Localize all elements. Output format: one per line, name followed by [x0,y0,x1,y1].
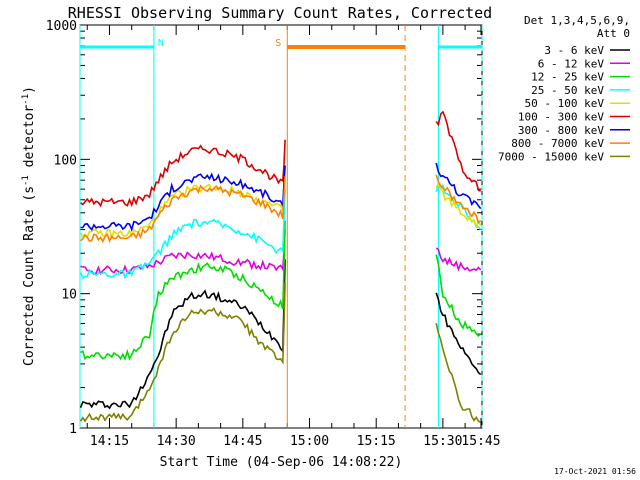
series-line-7 [80,176,286,244]
series-line-8 [79,282,286,423]
x-tick-label: 15:45 [461,434,500,449]
y-axis-ticks: 1 10 100 1000 [46,19,482,437]
legend-label: 25 - 50 keV [531,84,604,97]
flag-label: N [158,38,164,49]
legend-header-line-2: Att 0 [597,27,630,40]
series-line-1 [80,229,286,276]
x-tick-label: 14:30 [157,434,196,449]
x-tick-label: 15:30 [423,434,462,449]
y-tick-label: 1000 [46,19,77,34]
y-axis-label-sup-1: -1 [21,175,31,186]
legend-label: 300 - 800 keV [518,124,604,137]
y-axis-label-part-3: ) [22,86,37,94]
timestamp: 17-Oct-2021 01:56 [554,467,636,476]
series-lines [79,110,482,424]
y-axis-label-part-1: Corrected Count Rate (s [22,186,37,366]
y-axis-label: Corrected Count Rate (s-1 detector-1) [21,86,37,366]
legend-label: 50 - 100 keV [525,97,605,110]
chart-title: RHESSI Observing Summary Count Rates, Co… [68,4,492,22]
x-tick-label: 14:45 [223,434,262,449]
y-tick-label: 100 [54,153,77,168]
series-line-0 [79,259,286,410]
x-tick-label: 15:00 [290,434,329,449]
x-tick-label: 15:15 [357,434,396,449]
y-axis-label-part-2: detector [22,105,37,176]
legend-label: 100 - 300 keV [518,111,604,124]
legend-label: 7000 - 15000 keV [498,150,604,163]
series-line-6 [435,162,482,210]
y-axis-label-sup-2: -1 [21,94,31,105]
series-line-1 [435,247,482,272]
legend-label: 800 - 7000 keV [511,137,604,150]
legend-label: 12 - 25 keV [531,71,604,84]
legend-header-line-1: Det 1,3,4,5,6,9, [524,14,630,27]
plot-frame [79,24,483,429]
series-line-5 [435,110,482,192]
series-line-3 [79,189,286,280]
series-line-2 [80,220,286,361]
series-line-2 [435,254,482,337]
series-line-5 [80,139,286,208]
flag-label: S [275,38,281,49]
series-line-8 [435,323,482,424]
series-line-7 [435,174,482,225]
x-tick-label: 14:15 [90,434,129,449]
y-tick-label: 10 [61,288,77,303]
legend-label: 3 - 6 keV [544,44,604,57]
legend-label: 6 - 12 keV [538,57,605,70]
y-tick-label: 1 [69,422,77,437]
x-axis-label: Start Time (04-Sep-06 14:08:22) [160,455,403,470]
series-line-6 [80,165,286,232]
series-line-0 [435,292,482,376]
series-line-4 [435,181,482,229]
